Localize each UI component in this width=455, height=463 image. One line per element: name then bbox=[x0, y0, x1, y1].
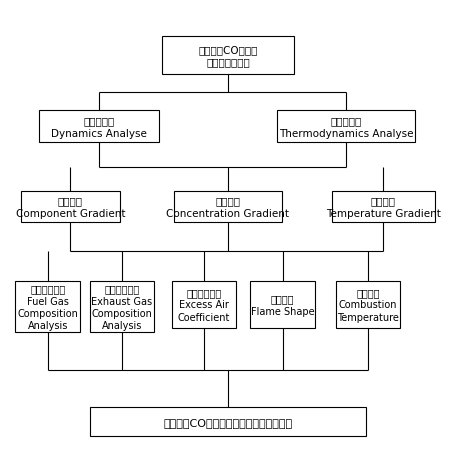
Text: 燃气成分分析
Fuel Gas
Composition
Analysis: 燃气成分分析 Fuel Gas Composition Analysis bbox=[17, 283, 78, 331]
Bar bbox=[335, 282, 399, 328]
Text: 热力学研究
Thermodynamics Analyse: 热力学研究 Thermodynamics Analyse bbox=[278, 116, 413, 138]
Text: 过剩空气系数
Excess Air
Coefficient: 过剩空气系数 Excess Air Coefficient bbox=[177, 288, 230, 322]
Bar bbox=[277, 111, 414, 143]
Text: 含高浓度CO尾气燃
烧特性检测方法: 含高浓度CO尾气燃 烧特性检测方法 bbox=[198, 45, 257, 67]
Text: 燃烧温度
Combustion
Temperature: 燃烧温度 Combustion Temperature bbox=[336, 288, 398, 322]
Text: 含高浓度CO尾气燃烧动力学和热力学规律: 含高浓度CO尾气燃烧动力学和热力学规律 bbox=[163, 417, 292, 427]
Text: 维分因素
Component Gradient: 维分因素 Component Gradient bbox=[15, 196, 125, 218]
Text: 火焰形状
Flame Shape: 火焰形状 Flame Shape bbox=[250, 294, 314, 316]
Bar bbox=[162, 37, 293, 75]
Bar bbox=[90, 282, 154, 332]
Text: 烟气成分分析
Exhaust Gas
Composition
Analysis: 烟气成分分析 Exhaust Gas Composition Analysis bbox=[91, 283, 152, 331]
Bar bbox=[171, 282, 236, 328]
Bar bbox=[331, 192, 434, 222]
Bar bbox=[250, 282, 314, 328]
Bar bbox=[90, 407, 365, 436]
Text: 浓度因素
Concentration Gradient: 浓度因素 Concentration Gradient bbox=[166, 196, 289, 218]
Text: 动力学研究
Dynamics Analyse: 动力学研究 Dynamics Analyse bbox=[51, 116, 147, 138]
Bar bbox=[39, 111, 159, 143]
Bar bbox=[15, 282, 80, 332]
Bar bbox=[21, 192, 119, 222]
Text: 温度因素
Temperature Gradient: 温度因素 Temperature Gradient bbox=[325, 196, 440, 218]
Bar bbox=[174, 192, 281, 222]
